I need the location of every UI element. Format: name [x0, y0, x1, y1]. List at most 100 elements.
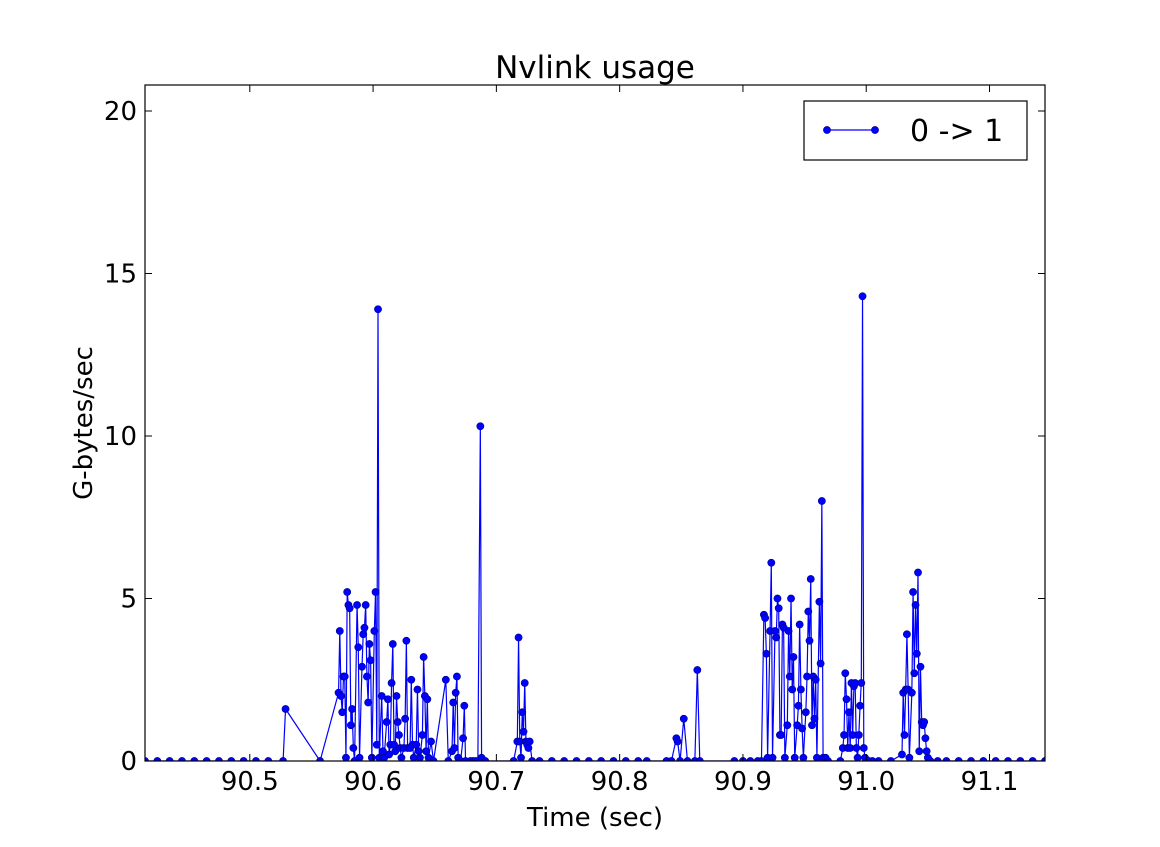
data-point — [859, 744, 868, 752]
data-point — [898, 750, 906, 759]
data-point — [771, 627, 779, 635]
data-point — [422, 747, 430, 756]
data-point — [597, 757, 606, 761]
x-tick-label: 90.6 — [344, 767, 402, 797]
data-point — [767, 558, 776, 567]
data-point — [806, 575, 815, 583]
data-point — [853, 753, 862, 761]
data-point — [364, 698, 373, 707]
data-point — [382, 718, 391, 726]
data-point — [858, 292, 867, 301]
data-point — [572, 757, 581, 761]
data-point — [372, 740, 381, 749]
data-point — [535, 757, 544, 761]
data-point — [387, 679, 396, 687]
data-point — [783, 721, 792, 730]
legend-label: 0 -> 1 — [910, 114, 1003, 149]
data-point — [340, 672, 349, 681]
data-point — [371, 588, 380, 596]
data-point — [933, 757, 942, 761]
data-point — [525, 737, 534, 746]
data-point — [746, 757, 755, 761]
data-point — [757, 757, 766, 761]
data-point — [365, 640, 374, 648]
data-point — [794, 701, 803, 710]
data-point — [281, 705, 290, 713]
data-point — [264, 757, 273, 761]
x-tick-label: 90.9 — [714, 767, 772, 797]
data-point — [799, 753, 808, 761]
data-point — [361, 601, 370, 609]
data-point — [842, 695, 851, 704]
data-point — [836, 757, 845, 761]
data-point — [345, 604, 354, 613]
data-point — [805, 636, 814, 645]
data-point — [1016, 757, 1025, 761]
data-point — [912, 649, 921, 658]
data-point — [165, 757, 174, 761]
data-point — [178, 757, 186, 761]
data-point — [509, 757, 518, 761]
data-point — [335, 627, 344, 635]
data-point — [868, 757, 877, 761]
x-tick-label: 91.0 — [837, 767, 895, 797]
data-point — [609, 757, 618, 761]
data-point — [634, 757, 643, 761]
x-tick-label: 90.5 — [221, 767, 279, 797]
data-point — [202, 757, 211, 761]
data-point — [621, 757, 630, 761]
data-point — [377, 692, 386, 700]
data-point — [227, 757, 236, 761]
y-tick-label: 5 — [120, 585, 137, 615]
data-point — [673, 737, 682, 746]
legend-point-marker — [823, 126, 831, 134]
y-axis-label: G-bytes/sec — [69, 346, 99, 500]
data-point — [316, 757, 324, 761]
data-point — [811, 675, 820, 684]
data-point — [349, 744, 358, 752]
series-line — [145, 295, 1045, 761]
data-point — [768, 753, 777, 761]
data-point — [926, 757, 935, 761]
data-point — [784, 627, 793, 635]
data-point — [412, 740, 421, 749]
data-point — [395, 731, 403, 739]
data-point — [388, 640, 397, 648]
data-point — [856, 701, 864, 710]
data-point — [363, 672, 371, 681]
data-point — [366, 656, 375, 665]
x-tick-label: 90.8 — [591, 767, 649, 797]
data-point — [353, 601, 361, 609]
data-point — [804, 607, 813, 616]
data-point — [359, 630, 368, 639]
data-point — [385, 750, 394, 759]
data-point — [358, 662, 366, 671]
data-point — [762, 649, 771, 658]
data-point — [1041, 757, 1045, 761]
data-point — [518, 708, 527, 717]
data-point — [761, 614, 770, 622]
data-point — [145, 757, 149, 761]
plot-clip-group — [145, 292, 1045, 761]
data-point — [423, 695, 432, 704]
data-point — [798, 724, 807, 733]
data-point — [642, 757, 651, 761]
data-point — [915, 747, 924, 756]
data-point — [337, 692, 345, 700]
data-point — [920, 718, 929, 726]
data-point — [414, 747, 423, 756]
data-point — [416, 753, 424, 761]
data-point — [517, 753, 525, 761]
plot-area — [145, 292, 1045, 761]
data-point — [921, 734, 930, 743]
data-point — [790, 753, 799, 761]
data-point — [393, 718, 402, 726]
data-point — [777, 731, 786, 739]
data-point — [824, 757, 832, 761]
data-point — [900, 731, 909, 739]
data-point — [453, 672, 461, 681]
data-point — [693, 666, 702, 674]
data-point — [367, 753, 376, 761]
data-point — [910, 669, 919, 678]
data-point — [450, 744, 459, 752]
